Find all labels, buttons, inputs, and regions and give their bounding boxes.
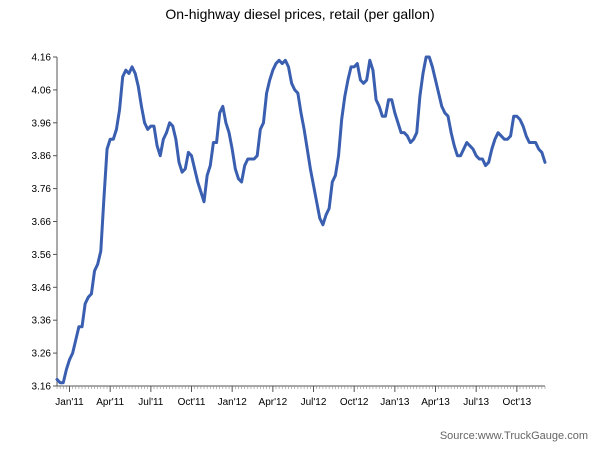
- x-tick-label: Apr'13: [421, 397, 450, 408]
- x-tick-label: Jul'13: [463, 397, 489, 408]
- y-tick-label: 4.16: [32, 53, 52, 64]
- x-tick-label: Oct'12: [340, 397, 369, 408]
- source-note: Source:www.TruckGauge.com: [439, 430, 588, 442]
- y-tick-label: 4.06: [32, 85, 52, 96]
- y-tick-label: 3.16: [32, 382, 52, 393]
- chart-title: On-highway diesel prices, retail (per ga…: [165, 6, 435, 22]
- x-tick-label: Oct'13: [503, 397, 532, 408]
- y-tick-label: 3.66: [32, 217, 52, 228]
- diesel-price-series-line: [55, 55, 547, 385]
- x-tick-label: Apr'11: [96, 397, 124, 408]
- x-axis: Jan'11 Apr'11 Jul'11 Oct'11 Jan'12 Apr'12 Jul'…: [55, 385, 546, 408]
- y-tick-label: 3.46: [32, 283, 52, 294]
- x-tick-label: Jan'13: [380, 397, 410, 408]
- series-layer: [55, 55, 547, 385]
- y-tick-label: 3.56: [32, 250, 52, 261]
- x-tick-label: Jan'12: [218, 397, 248, 408]
- x-tick-label: Oct'11: [178, 397, 206, 408]
- y-tick-label: 3.86: [32, 151, 52, 162]
- x-tick-label: Apr'12: [259, 397, 288, 408]
- y-axis: 3.16 3.26 3.36 3.46 3.56 3.66 3.76 3.86 3.96 4.06…: [32, 53, 58, 393]
- y-tick-label: 3.26: [32, 349, 52, 360]
- y-tick-label: 3.76: [32, 184, 52, 195]
- x-tick-label: Jul'11: [138, 397, 164, 408]
- x-tick-label: Jul'12: [301, 397, 327, 408]
- y-tick-label: 3.36: [32, 316, 52, 327]
- x-tick-label: Jan'11: [55, 397, 84, 408]
- y-tick-label: 3.96: [32, 118, 52, 129]
